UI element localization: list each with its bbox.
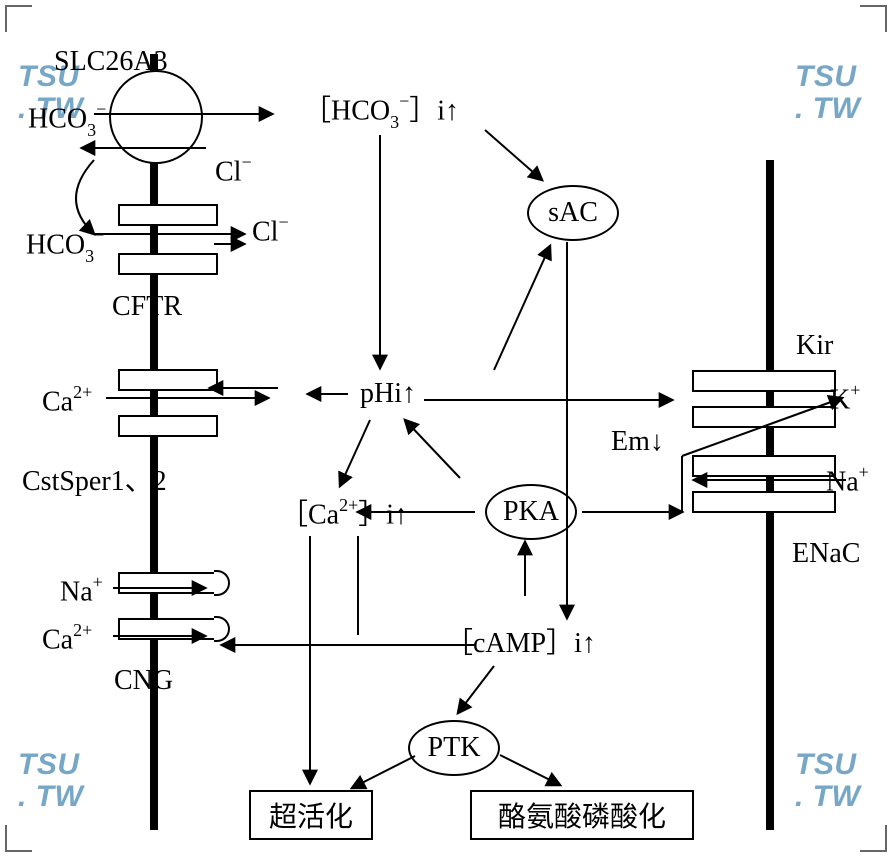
label-HCO3_out_top: HCO3−: [28, 102, 106, 137]
arrow: [485, 130, 542, 180]
channel-rect: [118, 618, 218, 640]
label-ENaC: ENaC: [792, 540, 860, 568]
channel-rect: [692, 455, 836, 477]
channel-rect: [118, 415, 218, 437]
label-K_right: K+: [830, 383, 860, 414]
watermark-tr: TSU . TW: [795, 62, 860, 124]
channel-pocket: [214, 570, 230, 596]
arrow: [352, 756, 415, 788]
watermark-line1: TSU: [18, 750, 83, 780]
hyperactivation-box: 超活化: [249, 790, 373, 840]
label-cAMPi: ［cAMP］i↑: [445, 630, 596, 658]
arrow: [340, 420, 370, 486]
label-Na_right: Na+: [826, 465, 869, 496]
arrow: [405, 420, 460, 478]
label-Ca2_cng: Ca2+: [42, 623, 92, 654]
label-CNG: CNG: [114, 667, 173, 695]
border-corner: [860, 6, 886, 32]
slc26a3-exchanger: [109, 70, 203, 164]
border-corner: [860, 825, 886, 851]
watermark-line1: TSU: [795, 750, 860, 780]
label-HCO3i: ［HCO3−］i↑: [303, 94, 459, 129]
sac-label: sAC: [548, 197, 598, 229]
arrow: [458, 666, 494, 713]
border-corner: [6, 6, 32, 32]
arrow: [494, 246, 550, 370]
ptk-label: PTK: [428, 732, 481, 764]
label-HCO3_out_cftr: HCO3−: [26, 228, 104, 263]
left-membrane: [150, 54, 158, 830]
label-Em: Em↓: [611, 428, 664, 456]
pka-label: PKA: [503, 496, 559, 528]
label-SLC26A3: SLC26A3: [54, 48, 168, 76]
channel-rect: [118, 204, 218, 226]
watermark-line2: . TW: [18, 782, 83, 812]
arrow: [76, 160, 94, 234]
tyrphos-label: 酪氨酸磷酸化: [498, 795, 666, 835]
border-corner: [6, 825, 32, 851]
channel-rect: [118, 369, 218, 391]
label-Ca2i: ［Ca2+］i↑: [280, 498, 408, 529]
label-Kir: Kir: [796, 332, 833, 360]
ptk-node: PTK: [408, 720, 500, 776]
watermark-bl: TSU . TW: [18, 750, 83, 812]
channel-pocket: [214, 616, 230, 642]
label-Na_cng: Na+: [60, 575, 103, 606]
label-Ca2_catsper: Ca2+: [42, 385, 92, 416]
diagram-stage: TSU . TW TSU . TW TSU . TW TSU . TW sAC …: [0, 0, 892, 857]
label-pHi: pHi↑: [360, 380, 416, 408]
label-CFTR: CFTR: [112, 293, 182, 321]
arrow: [500, 755, 560, 785]
watermark-line2: . TW: [795, 94, 860, 124]
watermark-line1: TSU: [795, 62, 860, 92]
channel-rect: [118, 253, 218, 275]
pka-node: PKA: [485, 484, 577, 540]
tyrphos-box: 酪氨酸磷酸化: [470, 790, 694, 840]
sac-node: sAC: [527, 185, 619, 241]
hyperactivation-label: 超活化: [269, 795, 353, 835]
label-Cl_in_cftr: Cl−: [252, 215, 289, 246]
channel-rect: [692, 406, 836, 428]
channel-rect: [118, 572, 218, 594]
channel-rect: [692, 491, 836, 513]
watermark-line2: . TW: [795, 782, 860, 812]
watermark-br: TSU . TW: [795, 750, 860, 812]
label-Cl_in_top: Cl−: [215, 155, 252, 186]
channel-rect: [692, 370, 836, 392]
label-CstSper: CstSper1、2: [22, 468, 167, 496]
